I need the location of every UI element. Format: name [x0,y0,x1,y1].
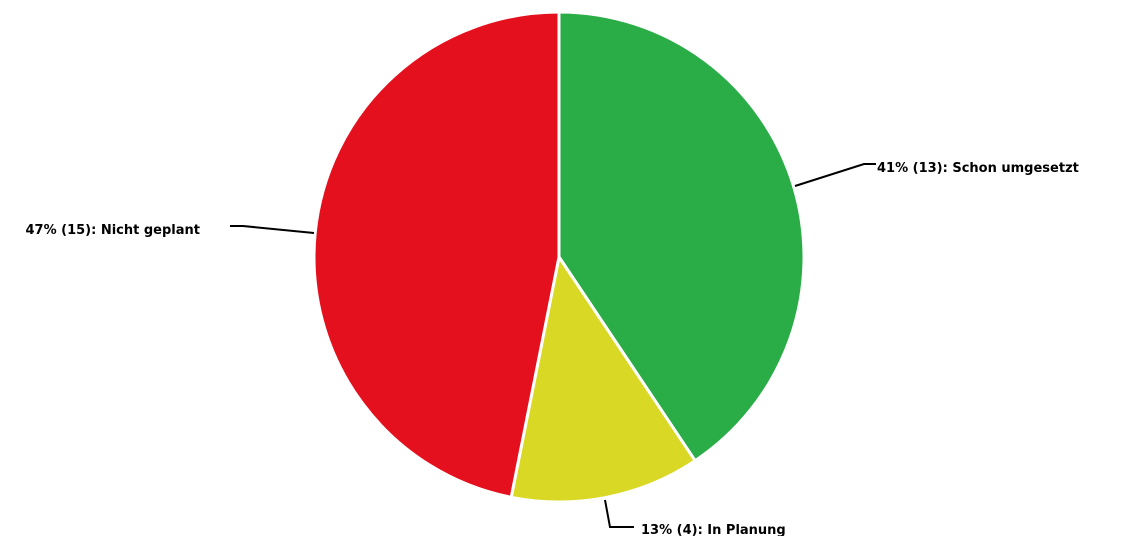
pie-slice-in-planung [509,255,697,504]
pie-slices [312,10,806,504]
slice-label-in-planung: 13% (4): In Planung [641,523,786,536]
leader-line-nicht-geplant [230,225,315,234]
leader-line-in-planung [604,499,634,528]
leader-lines [230,163,876,528]
pie-slice-nicht-geplant [312,10,561,499]
leader-line-schon-umgesetzt [794,163,876,187]
slice-label-nicht-geplant: 47% (15): Nicht geplant [25,223,200,238]
slice-label-schon-umgesetzt: 41% (13): Schon umgesetzt [877,161,1079,176]
